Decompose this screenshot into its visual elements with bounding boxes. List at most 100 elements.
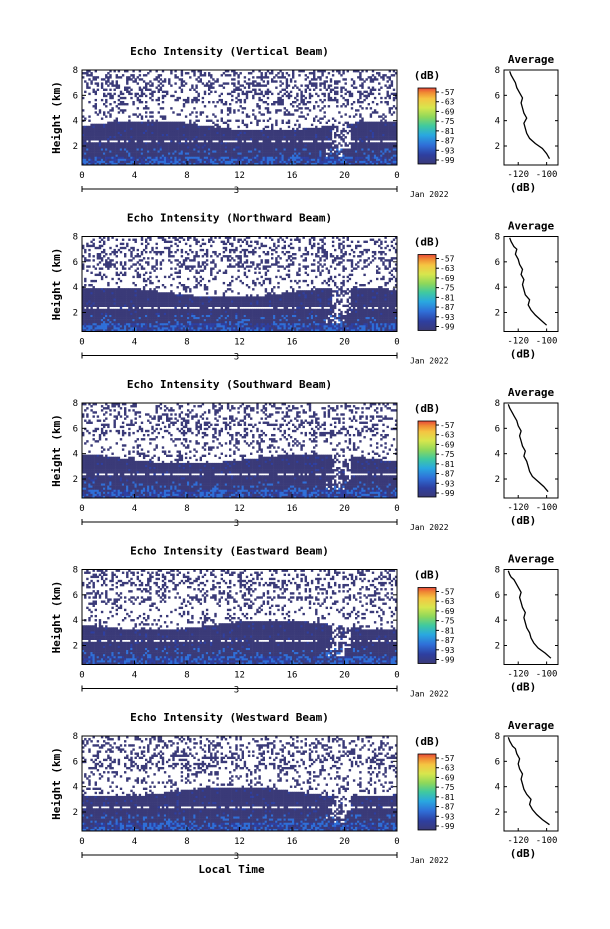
heatmap-title: Echo Intensity (Northward Beam) — [127, 212, 332, 225]
panel-4: Echo Intensity (Westward Beam) 2 4 6 8 Height… — [50, 711, 559, 876]
colorbar-tick-label: -75 — [440, 284, 455, 293]
y-axis-label: Height (km) — [50, 747, 63, 820]
colorbar — [417, 587, 437, 664]
date-day-label: 3 — [234, 519, 239, 529]
profile-x-tick-label: -120 — [507, 337, 529, 347]
y-tick-label: 8 — [73, 566, 78, 576]
colorbar-tick-label: -57 — [440, 88, 455, 97]
x-tick-label: 0 — [79, 837, 84, 847]
heatmap-cells — [82, 736, 398, 832]
profile-y-tick-label: 6 — [495, 591, 500, 601]
profile-y-tick-label: 6 — [495, 91, 500, 101]
y-tick-label: 6 — [73, 258, 78, 268]
y-axis-label: Height (km) — [50, 81, 63, 154]
x-tick-label: 0 — [394, 837, 399, 847]
colorbar-tick-label: -57 — [440, 421, 455, 430]
heatmap-cells — [82, 403, 398, 499]
profile-y-tick-label: 6 — [495, 424, 500, 434]
y-tick-label: 8 — [73, 233, 78, 243]
profile-y-tick-label: 8 — [495, 732, 500, 742]
heatmap-title: Echo Intensity (Westward Beam) — [130, 711, 329, 724]
panel-3: Echo Intensity (Eastward Beam) 2 4 6 8 Height… — [50, 545, 559, 699]
profile-y-tick-label: 2 — [495, 309, 500, 319]
date-month-label: Jan 2022 — [410, 856, 449, 865]
y-tick-label: 8 — [73, 399, 78, 409]
y-tick-label: 6 — [73, 91, 78, 101]
profile-y-tick-label: 4 — [495, 283, 500, 293]
y-tick-label: 4 — [73, 783, 78, 793]
colorbar-unit: (dB) — [414, 735, 441, 748]
heatmap-cells — [82, 70, 398, 166]
x-tick-label: 20 — [339, 171, 350, 181]
profile-y-tick-label: 2 — [495, 142, 500, 152]
profile-line — [509, 71, 551, 160]
x-tick-label: 8 — [184, 338, 189, 348]
profile-y-tick-label: 4 — [495, 450, 500, 460]
x-tick-label: 12 — [234, 171, 245, 181]
x-tick-label: 16 — [287, 504, 298, 514]
x-tick-label: 4 — [132, 338, 137, 348]
profile-title: Average — [508, 386, 555, 399]
x-tick-label: 16 — [287, 171, 298, 181]
colorbar-tick-label: -99 — [440, 656, 455, 665]
colorbar-tick-label: -63 — [440, 597, 455, 606]
date-day-label: 3 — [234, 186, 239, 196]
panel-2: Echo Intensity (Southward Beam) 2 4 6 8 Heigh… — [50, 378, 559, 532]
colorbar-tick-label: -87 — [440, 636, 455, 645]
x-tick-label: 12 — [234, 338, 245, 348]
y-tick-label: 4 — [73, 616, 78, 626]
profile-x-tick-label: -100 — [536, 337, 558, 347]
y-tick-label: 6 — [73, 424, 78, 434]
profile-x-label: (dB) — [510, 348, 537, 361]
colorbar-tick-label: -63 — [440, 764, 455, 773]
date-day-label: 3 — [234, 686, 239, 696]
colorbar-tick-label: -75 — [440, 117, 455, 126]
colorbar-tick-label: -93 — [440, 479, 455, 488]
x-tick-label: 0 — [394, 171, 399, 181]
y-tick-label: 2 — [73, 475, 78, 485]
colorbar-tick-label: -81 — [440, 127, 455, 136]
profile-x-label: (dB) — [510, 681, 537, 694]
colorbar-tick-label: -81 — [440, 293, 455, 302]
profile-y-tick-label: 4 — [495, 117, 500, 127]
profile-x-tick-label: -120 — [507, 503, 529, 513]
x-tick-label: 8 — [184, 171, 189, 181]
x-tick-label: 20 — [339, 504, 350, 514]
x-tick-label: 0 — [394, 504, 399, 514]
colorbar — [417, 753, 437, 831]
colorbar-tick-label: -63 — [440, 98, 455, 107]
x-tick-label: 16 — [287, 338, 298, 348]
colorbar-tick-label: -81 — [440, 626, 455, 635]
colorbar — [417, 420, 437, 498]
profile-y-tick-label: 8 — [495, 233, 500, 243]
profile-x-tick-label: -100 — [536, 503, 558, 513]
profile-y-tick-label: 2 — [495, 808, 500, 818]
profile-title: Average — [508, 220, 555, 233]
profile-frame — [503, 402, 559, 499]
profile-frame — [503, 236, 559, 332]
profile-x-tick-label: -100 — [536, 670, 558, 680]
date-month-label: Jan 2022 — [410, 523, 449, 532]
profile-x-tick-label: -120 — [507, 170, 529, 180]
colorbar-tick-label: -87 — [440, 303, 455, 312]
colorbar-tick-label: -87 — [440, 803, 455, 812]
x-tick-label: 0 — [394, 338, 399, 348]
profile-line — [509, 237, 548, 326]
y-axis-label: Height (km) — [50, 248, 63, 321]
colorbar-tick-label: -63 — [440, 264, 455, 273]
colorbar-tick-label: -87 — [440, 470, 455, 479]
profile-x-tick-label: -100 — [536, 170, 558, 180]
date-day-label: 3 — [234, 852, 239, 862]
colorbar-unit: (dB) — [414, 69, 441, 82]
profile-line — [507, 404, 549, 493]
profile-y-tick-label: 4 — [495, 616, 500, 626]
y-axis-label: Height (km) — [50, 581, 63, 654]
heatmap-cells — [82, 569, 398, 665]
colorbar — [417, 254, 437, 331]
profile-x-label: (dB) — [510, 514, 537, 527]
profile-y-tick-label: 4 — [495, 783, 500, 793]
x-tick-label: 0 — [79, 504, 84, 514]
profile-line — [507, 570, 552, 659]
colorbar-unit: (dB) — [414, 402, 441, 415]
y-tick-label: 4 — [73, 283, 78, 293]
